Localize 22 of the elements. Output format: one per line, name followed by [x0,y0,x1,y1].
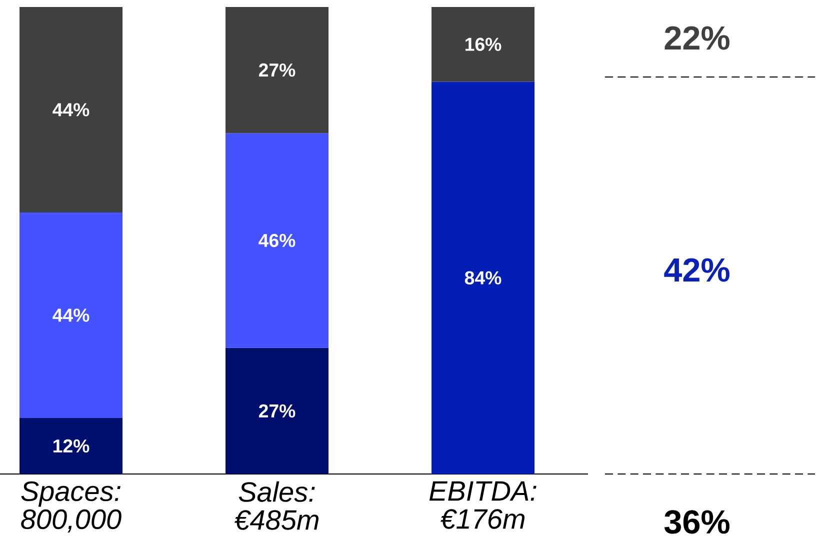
text: 22% [664,26,730,50]
x-tick-label: Sales: €485m [234,481,318,530]
x-tick-label: EBITDA: €176m [429,481,536,529]
bar [20,418,123,474]
bar [20,6,123,212]
data-label: 44% [52,308,90,322]
bar [226,348,329,474]
bar [432,82,535,474]
data-label: 12% [54,439,90,453]
bar [432,6,535,82]
text: 42% [664,258,730,282]
x-tick-label: Spaces: 800,000 [21,481,122,532]
data-label: 44% [52,103,90,116]
text: 36% [664,510,730,534]
data-label: 27% [258,63,296,77]
data-label: 27% [258,404,296,418]
data-label: 84% [464,271,502,284]
data-label: 46% [258,234,296,248]
bar [226,6,329,134]
data-label: 16% [466,38,502,51]
bar [226,133,329,348]
bar [20,212,123,418]
